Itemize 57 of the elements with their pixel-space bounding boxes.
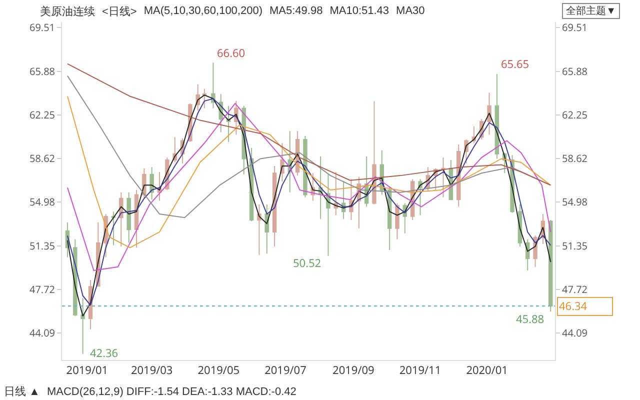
text: MA10:51.43 [330, 5, 390, 17]
text: MA5:49.98 [270, 5, 323, 17]
candlestick [441, 157, 446, 198]
text: <日线> [102, 4, 137, 18]
text: MA(5,10,30,60,100,200) [144, 5, 262, 17]
chart-title: 美原油连续 [40, 4, 95, 18]
text: 日线 ▲ [4, 385, 40, 399]
line-series [66, 102, 552, 271]
candlestick [80, 298, 85, 354]
y2-tick-label: 54.98 [562, 194, 588, 209]
candlestick [126, 192, 131, 244]
y-tick-label: 58.62 [30, 151, 56, 165]
y2-tick-label: 62.25 [562, 107, 588, 122]
y-tick-label: 69.51 [30, 20, 55, 34]
candlestick [272, 165, 277, 247]
y2-tick-label: 58.62 [562, 151, 588, 165]
x-tick-label: 2019/07 [264, 363, 306, 378]
y-tick-label: 51.35 [30, 238, 56, 252]
candlestick [257, 204, 262, 256]
candlestick [264, 204, 269, 254]
candlestick [318, 156, 323, 220]
x-tick-label: 2019/05 [198, 363, 240, 378]
y-tick-label: 62.25 [30, 107, 56, 122]
annotation: 50.52 [293, 256, 322, 271]
x-tick-label: 2020/01 [466, 363, 508, 378]
candlestick [150, 166, 154, 200]
y2-tick-label: 69.51 [562, 20, 588, 34]
annotation: 42.36 [90, 346, 118, 361]
candlestick [226, 105, 231, 142]
y2-tick-label: 65.88 [562, 64, 588, 78]
ref-line-label: 46.34 [559, 299, 588, 314]
x-tick-label: 2019/09 [332, 363, 374, 378]
y2-tick-label: 44.09 [562, 326, 588, 340]
y-tick-label: 54.98 [30, 194, 56, 209]
y-tick-label: 65.88 [30, 64, 56, 78]
candlestick [487, 92, 492, 136]
candlestick [111, 211, 116, 246]
y2-tick-label: 47.72 [562, 282, 588, 296]
text: MA30 [396, 5, 425, 17]
annotation: 65.65 [501, 57, 530, 72]
candlestick [202, 88, 207, 109]
candlestick [494, 74, 500, 160]
text: 全部主题▼ [562, 3, 620, 19]
y2-tick-label: 51.35 [562, 238, 588, 252]
x-tick-label: 2019/03 [130, 363, 173, 378]
y-tick-label: 47.72 [30, 282, 56, 296]
candlestick [326, 174, 330, 256]
line-series [66, 96, 552, 248]
x-tick-label: 2019/11 [399, 363, 442, 378]
candlestick [395, 202, 400, 240]
y-tick-label: 44.09 [30, 326, 56, 340]
annotation: 66.60 [217, 46, 246, 61]
annotation: 45.88 [516, 312, 544, 327]
candlestick [418, 178, 422, 216]
candlestick [334, 171, 338, 216]
text: MACD(26,12,9) DIFF:-1.54 DEA:-1.33 MACD:-0.42 [46, 386, 296, 398]
x-tick-label: 2019/01 [66, 363, 108, 378]
